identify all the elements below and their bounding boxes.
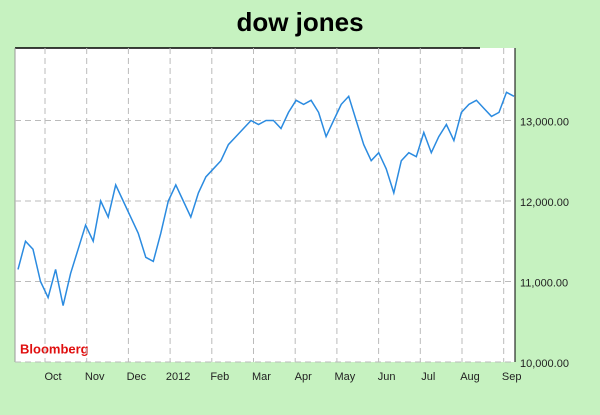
x-tick-label: Apr — [295, 371, 312, 383]
x-tick-label: Jul — [421, 371, 435, 383]
x-tick-label: Aug — [460, 371, 480, 383]
y-tick-label: 11,000.00 — [520, 277, 568, 289]
y-tick-label: 10,000.00 — [520, 358, 569, 370]
x-tick-label: Oct — [44, 371, 61, 383]
x-tick-label: Mar — [252, 371, 271, 383]
source-label: Bloomberg — [20, 341, 89, 356]
x-tick-label: Nov — [85, 371, 105, 383]
x-tick-label: Sep — [502, 371, 522, 383]
y-tick-label: 13,000.00 — [520, 116, 569, 128]
x-tick-label: May — [335, 371, 356, 383]
price-line — [17, 91, 515, 306]
plot-area — [15, 48, 515, 362]
x-tick-label: 2012 — [166, 371, 190, 383]
x-tick-label: Feb — [210, 371, 229, 383]
x-tick-label: Dec — [127, 371, 147, 383]
x-tick-label: Jun — [378, 371, 396, 383]
y-tick-label: 12,000.00 — [520, 197, 569, 209]
chart-title: dow jones — [236, 7, 363, 37]
